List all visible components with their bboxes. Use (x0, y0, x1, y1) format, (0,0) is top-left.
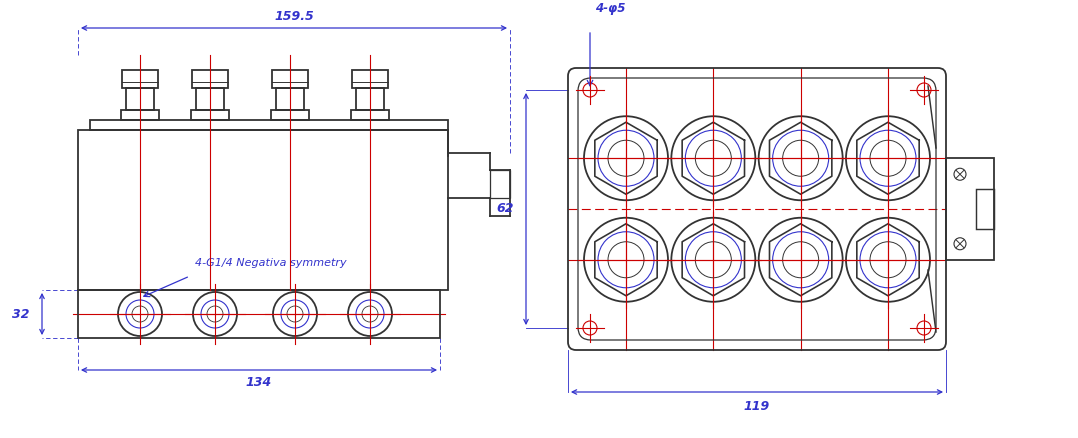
Bar (353, 70, 388, 88)
Bar (490, 170, 510, 198)
Text: 62: 62 (497, 202, 514, 215)
Text: 159.5: 159.5 (274, 10, 314, 22)
Bar (191, 110, 229, 120)
Text: 134: 134 (246, 375, 272, 389)
Text: 119: 119 (744, 399, 770, 413)
Bar (196, 88, 224, 110)
Bar (946, 158, 994, 260)
Bar (272, 70, 308, 88)
Bar (351, 110, 389, 120)
Bar (192, 70, 229, 88)
Bar (271, 110, 309, 120)
Text: 4-G1/4 Negativa symmetry: 4-G1/4 Negativa symmetry (195, 258, 347, 268)
Bar (356, 88, 384, 110)
Bar (126, 88, 154, 110)
Bar (89, 120, 448, 130)
Bar (78, 290, 440, 338)
Text: 32: 32 (13, 307, 30, 321)
Text: 4-φ5: 4-φ5 (595, 2, 625, 15)
Bar (276, 88, 304, 110)
Bar (121, 110, 158, 120)
Bar (976, 189, 994, 230)
Bar (122, 70, 158, 88)
Bar (78, 130, 448, 290)
